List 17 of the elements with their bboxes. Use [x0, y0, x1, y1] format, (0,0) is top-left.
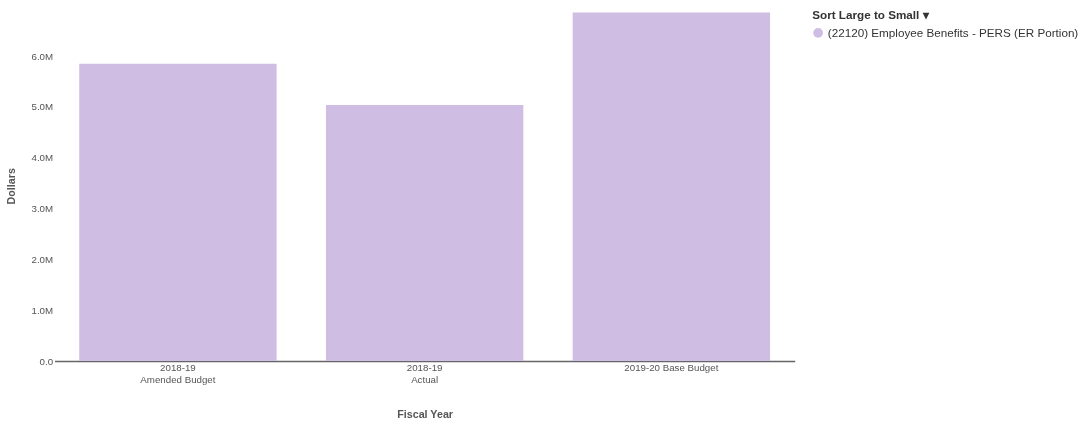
- y-tick-label: 2.0M: [31, 253, 54, 265]
- y-axis-title: Dollars: [4, 168, 17, 205]
- y-tick-label: 4.0M: [31, 152, 54, 164]
- x-tick-label: 2019-20 Base Budget: [624, 362, 719, 374]
- legend-label: (22120) Employee Benefits - PERS (ER Portion): [827, 25, 1079, 39]
- y-tick-label: 6.0M: [31, 50, 54, 62]
- legend-title: Sort Large to Small ▾: [812, 8, 930, 22]
- y-tick-label: 0.0: [39, 355, 54, 367]
- x-tick-label: 2018-19 Actual: [406, 362, 443, 386]
- bar: [572, 12, 771, 362]
- bar: [325, 104, 524, 362]
- x-tick-label: 2018-19 Amended Budget: [140, 362, 216, 386]
- x-axis-title: Fiscal Year: [397, 408, 453, 421]
- y-tick-label: 5.0M: [31, 101, 54, 113]
- y-tick-label: 1.0M: [31, 304, 54, 316]
- y-tick-label: 3.0M: [31, 203, 54, 215]
- bar: [79, 63, 277, 362]
